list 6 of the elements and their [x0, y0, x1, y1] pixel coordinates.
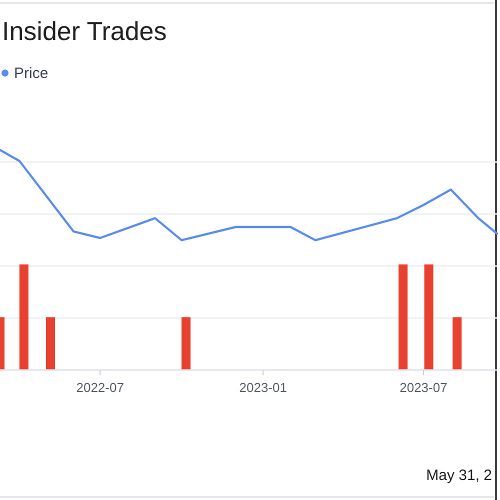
x-tick-label: 2023-07	[400, 380, 448, 395]
x-tick-label: 2022-07	[76, 380, 124, 395]
text: May 31, 2	[426, 467, 492, 484]
x-tick-label: 2023-01	[239, 380, 287, 395]
chart-title: Insider Trades	[2, 16, 167, 46]
legend-label: Price	[14, 65, 48, 82]
